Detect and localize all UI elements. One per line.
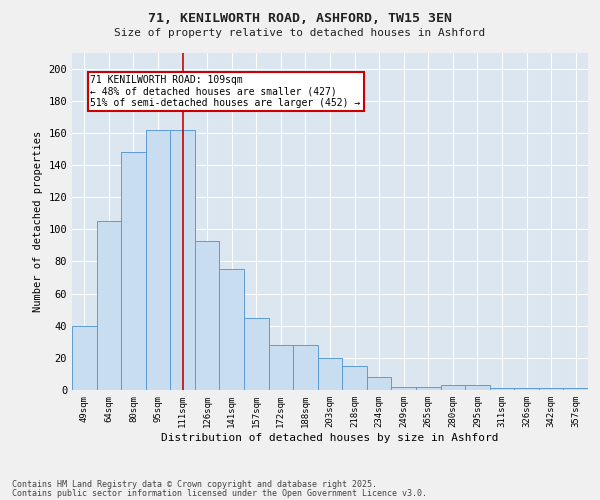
Y-axis label: Number of detached properties: Number of detached properties: [33, 130, 43, 312]
Bar: [563, 388, 588, 390]
Text: Contains HM Land Registry data © Crown copyright and database right 2025.: Contains HM Land Registry data © Crown c…: [12, 480, 377, 489]
Bar: [72, 326, 97, 390]
Bar: [391, 387, 416, 390]
Bar: [490, 388, 514, 390]
Bar: [220, 270, 244, 390]
Bar: [97, 221, 121, 390]
Bar: [514, 388, 539, 390]
Text: Contains public sector information licensed under the Open Government Licence v3: Contains public sector information licen…: [12, 489, 427, 498]
Bar: [465, 385, 490, 390]
Bar: [121, 152, 146, 390]
Bar: [195, 240, 220, 390]
Bar: [244, 318, 269, 390]
Bar: [342, 366, 367, 390]
Bar: [440, 385, 465, 390]
Bar: [539, 388, 563, 390]
Bar: [293, 345, 318, 390]
X-axis label: Distribution of detached houses by size in Ashford: Distribution of detached houses by size …: [161, 432, 499, 442]
Bar: [318, 358, 342, 390]
Bar: [170, 130, 195, 390]
Text: 71, KENILWORTH ROAD, ASHFORD, TW15 3EN: 71, KENILWORTH ROAD, ASHFORD, TW15 3EN: [148, 12, 452, 26]
Text: Size of property relative to detached houses in Ashford: Size of property relative to detached ho…: [115, 28, 485, 38]
Text: 71 KENILWORTH ROAD: 109sqm
← 48% of detached houses are smaller (427)
51% of sem: 71 KENILWORTH ROAD: 109sqm ← 48% of deta…: [91, 75, 361, 108]
Bar: [146, 130, 170, 390]
Bar: [367, 377, 391, 390]
Bar: [416, 387, 440, 390]
Bar: [269, 345, 293, 390]
